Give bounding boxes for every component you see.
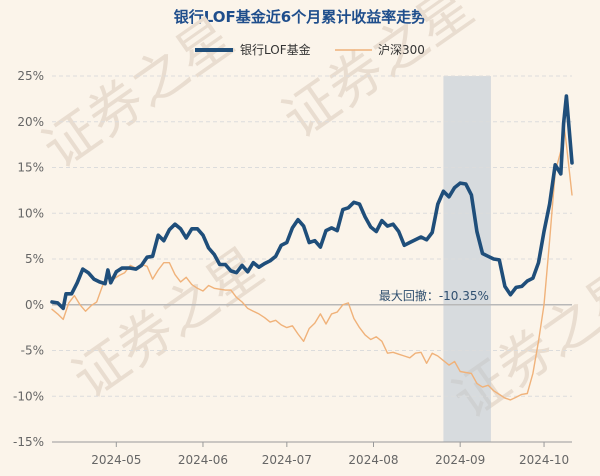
drawdown-label: 最大回撤：-10.35% [379, 288, 489, 303]
y-tick-label: 20% [17, 115, 44, 129]
x-tick-label: 2024-10 [519, 453, 569, 467]
x-tick-label: 2024-09 [435, 453, 485, 467]
y-tick-label: -5% [21, 344, 44, 358]
series-layer [50, 94, 574, 401]
y-tick-label: 25% [17, 69, 44, 83]
x-tick-label: 2024-06 [178, 453, 228, 467]
y-tick-label: 0% [25, 298, 44, 312]
y-tick-label: 10% [17, 206, 44, 220]
x-tick-label: 2024-07 [262, 453, 312, 467]
x-tick-label: 2024-08 [348, 453, 398, 467]
watermark-text: 证券之星 [61, 235, 274, 410]
y-tick-label: -15% [13, 435, 44, 449]
watermark-text: 证券之星 [31, 5, 244, 180]
chart-title: 银行LOF基金近6个月累计收益率走势 [173, 8, 427, 26]
y-tick-label: -10% [13, 389, 44, 403]
legend-label-csi300: 沪深300 [378, 43, 425, 57]
legend: 银行LOF基金 沪深300 [195, 42, 425, 57]
series-line-fund [50, 94, 574, 311]
x-axis: 2024-05 2024-06 2024-07 2024-08 2024-09 2024-… [52, 441, 572, 467]
y-tick-label: 5% [25, 252, 44, 266]
x-tick-label: 2024-05 [91, 453, 141, 467]
legend-label-fund: 银行LOF基金 [240, 42, 311, 57]
y-tick-label: 15% [17, 161, 44, 175]
y-axis: 25% 20% 15% 10% 5% 0% -5% -10% -15% [13, 69, 44, 449]
